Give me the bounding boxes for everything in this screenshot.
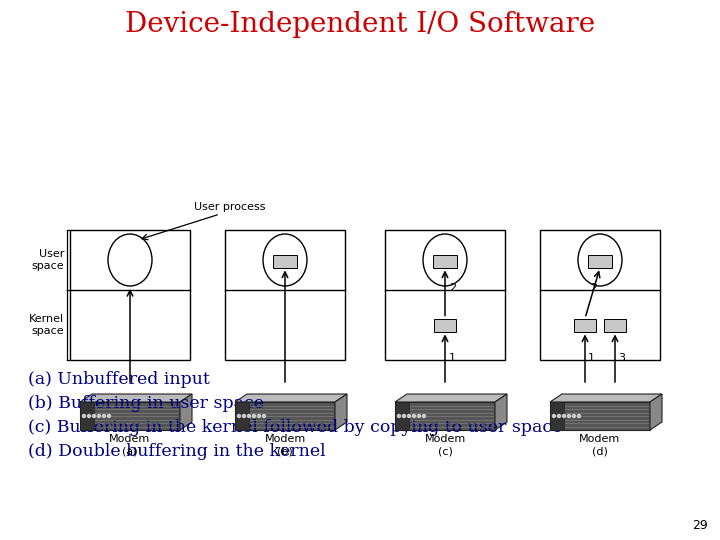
Circle shape [88,415,91,417]
Circle shape [413,415,415,417]
Circle shape [408,415,410,417]
Bar [588,254,612,267]
Circle shape [397,415,400,417]
Text: (a): (a) [122,446,138,456]
Circle shape [562,415,565,417]
Text: 3: 3 [618,353,625,363]
Circle shape [243,415,246,417]
Bar [385,230,505,360]
Polygon shape [395,402,495,430]
Text: Device-Independent I/O Software: Device-Independent I/O Software [125,11,595,38]
Text: Kernel
space: Kernel space [29,314,64,336]
Polygon shape [235,402,249,430]
Text: Modem: Modem [424,434,466,444]
Polygon shape [80,402,94,430]
Bar [225,230,345,360]
Text: (a) Unbuffered input: (a) Unbuffered input [28,372,210,388]
Polygon shape [180,394,192,430]
Bar [433,254,457,267]
Text: Modem: Modem [264,434,305,444]
Circle shape [107,415,110,417]
Text: 1: 1 [449,353,456,363]
Bar [540,230,660,360]
Text: 1: 1 [588,353,595,363]
Circle shape [92,415,96,417]
Circle shape [248,415,251,417]
Circle shape [238,415,240,417]
Polygon shape [235,394,347,402]
Text: Modem: Modem [580,434,621,444]
Circle shape [423,415,426,417]
Circle shape [258,415,261,417]
Circle shape [97,415,101,417]
Circle shape [83,415,86,417]
Polygon shape [550,394,662,402]
Circle shape [402,415,405,417]
Polygon shape [395,402,409,430]
Text: (b): (b) [277,446,293,456]
Text: 29: 29 [692,519,708,532]
Polygon shape [395,394,507,402]
Polygon shape [495,394,507,430]
Ellipse shape [578,234,622,286]
Circle shape [102,415,106,417]
Polygon shape [650,394,662,430]
Circle shape [253,415,256,417]
Text: (c) Buffering in the kernel followed by copying to user space: (c) Buffering in the kernel followed by … [28,420,562,436]
Circle shape [418,415,420,417]
Polygon shape [80,394,192,402]
Text: (d) Double buffering in the kernel: (d) Double buffering in the kernel [28,443,325,461]
Text: (c): (c) [438,446,452,456]
Bar [70,230,190,360]
Text: User
space: User space [32,249,64,271]
Circle shape [567,415,570,417]
Circle shape [577,415,580,417]
Bar [574,319,596,332]
Ellipse shape [423,234,467,286]
Polygon shape [235,402,335,430]
Polygon shape [335,394,347,430]
Polygon shape [80,402,180,430]
Text: 2: 2 [449,283,456,293]
Text: (d): (d) [592,446,608,456]
Text: Modem: Modem [109,434,150,444]
Polygon shape [550,402,564,430]
Ellipse shape [263,234,307,286]
Bar [604,319,626,332]
Ellipse shape [108,234,152,286]
Polygon shape [550,402,650,430]
Bar [273,254,297,267]
Text: User process: User process [194,202,266,212]
Circle shape [552,415,556,417]
Circle shape [263,415,266,417]
Text: (b) Buffering in user space: (b) Buffering in user space [28,395,264,413]
Circle shape [557,415,560,417]
Text: 2: 2 [590,283,597,293]
Circle shape [572,415,575,417]
Bar [434,319,456,332]
